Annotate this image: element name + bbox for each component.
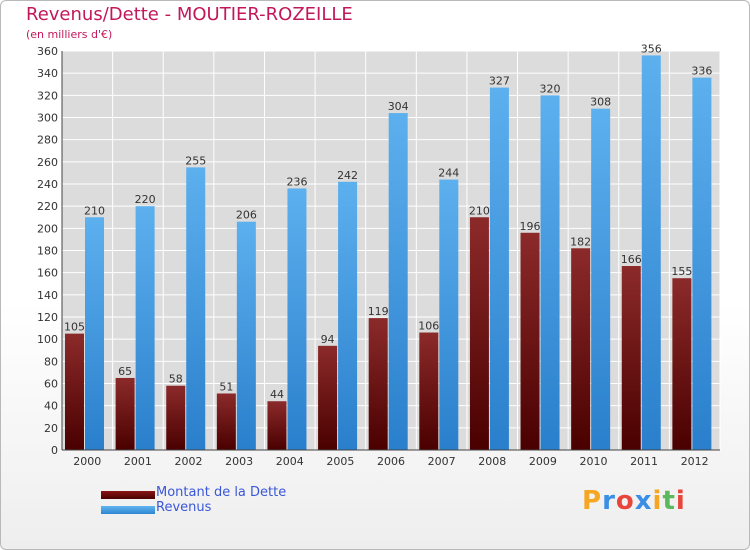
data-label-dette: 155 bbox=[671, 265, 692, 278]
chart-title: Revenus/Dette - MOUTIER-ROZEILLE bbox=[26, 4, 353, 25]
bar-dette bbox=[672, 278, 692, 450]
bar-dette bbox=[469, 217, 489, 450]
data-label-dette: 51 bbox=[219, 380, 233, 393]
data-label-dette: 182 bbox=[570, 235, 591, 248]
data-label-dette: 65 bbox=[118, 365, 132, 378]
y-tick-label: 220 bbox=[37, 200, 58, 213]
bar-dette bbox=[216, 393, 236, 450]
data-label-dette: 58 bbox=[169, 373, 183, 386]
y-tick-label: 180 bbox=[37, 245, 58, 258]
x-tick-label: 2009 bbox=[529, 455, 557, 468]
bar-dette bbox=[520, 232, 540, 450]
legend-swatch-dette bbox=[101, 491, 155, 499]
data-label-revenus: 255 bbox=[185, 154, 206, 167]
bar-dette bbox=[419, 332, 439, 450]
data-label-dette: 210 bbox=[469, 204, 490, 217]
logo-letter: i bbox=[652, 486, 663, 516]
data-label-revenus: 327 bbox=[489, 75, 510, 88]
bar-revenus bbox=[540, 95, 560, 450]
data-label-revenus: 304 bbox=[388, 100, 409, 113]
bar-revenus bbox=[287, 188, 307, 450]
y-tick-label: 360 bbox=[37, 45, 58, 58]
data-label-revenus: 242 bbox=[337, 169, 358, 182]
logo-letter: o bbox=[615, 486, 635, 516]
x-tick-label: 2002 bbox=[175, 455, 203, 468]
y-tick-label: 60 bbox=[44, 378, 58, 391]
data-label-dette: 106 bbox=[418, 320, 439, 333]
chart-subtitle: (en milliers d'€) bbox=[26, 28, 113, 41]
y-tick-label: 40 bbox=[44, 400, 58, 413]
legend-label-dette: Montant de la Dette bbox=[156, 485, 287, 500]
data-label-revenus: 206 bbox=[236, 209, 257, 222]
data-label-dette: 44 bbox=[270, 388, 284, 401]
bar-revenus bbox=[338, 181, 358, 451]
data-label-dette: 196 bbox=[520, 220, 541, 233]
y-tick-label: 280 bbox=[37, 134, 58, 147]
bar-dette bbox=[368, 318, 388, 450]
data-label-revenus: 210 bbox=[84, 204, 105, 217]
logo-letter: t bbox=[662, 486, 676, 516]
bar-revenus bbox=[135, 206, 155, 450]
bar-dette bbox=[621, 266, 641, 450]
y-tick-label: 140 bbox=[37, 289, 58, 302]
y-tick-label: 200 bbox=[37, 222, 58, 235]
x-tick-label: 2004 bbox=[276, 455, 304, 468]
x-tick-label: 2003 bbox=[225, 455, 253, 468]
y-tick-label: 20 bbox=[44, 422, 58, 435]
bar-revenus bbox=[388, 113, 408, 451]
data-label-revenus: 244 bbox=[438, 167, 459, 180]
x-tick-label: 2008 bbox=[478, 455, 506, 468]
x-tick-label: 2005 bbox=[326, 455, 354, 468]
logo-letter: P bbox=[582, 486, 603, 516]
data-label-dette: 105 bbox=[64, 321, 85, 334]
y-tick-label: 340 bbox=[37, 67, 58, 80]
legend-swatch-revenus bbox=[101, 506, 155, 514]
logo-letter: x bbox=[634, 486, 653, 516]
x-tick-label: 2012 bbox=[681, 455, 709, 468]
data-label-revenus: 236 bbox=[286, 175, 307, 188]
bar-dette bbox=[571, 248, 591, 450]
y-tick-label: 320 bbox=[37, 89, 58, 102]
data-label-dette: 94 bbox=[321, 333, 335, 346]
data-label-revenus: 220 bbox=[135, 193, 156, 206]
x-tick-label: 2010 bbox=[579, 455, 607, 468]
logo-letter: i bbox=[675, 486, 686, 516]
data-label-revenus: 336 bbox=[691, 65, 712, 78]
bar-revenus bbox=[236, 221, 256, 450]
legend-label-revenus: Revenus bbox=[156, 500, 212, 515]
data-label-revenus: 356 bbox=[641, 42, 662, 55]
bar-dette bbox=[115, 377, 135, 450]
logo-letter: r bbox=[602, 486, 616, 516]
proxiti-logo: Proxiti bbox=[582, 486, 686, 516]
x-tick-label: 2011 bbox=[630, 455, 658, 468]
x-tick-label: 2006 bbox=[377, 455, 405, 468]
x-tick-label: 2007 bbox=[428, 455, 456, 468]
bar-dette bbox=[267, 401, 287, 450]
bar-dette bbox=[65, 333, 84, 450]
bar-revenus bbox=[641, 55, 661, 450]
data-label-dette: 166 bbox=[621, 253, 642, 266]
bar-revenus bbox=[85, 217, 104, 450]
x-tick-label: 2001 bbox=[124, 455, 152, 468]
y-tick-label: 300 bbox=[37, 112, 58, 125]
bar-revenus bbox=[186, 167, 206, 450]
y-tick-label: 100 bbox=[37, 333, 58, 346]
data-label-revenus: 308 bbox=[590, 96, 611, 109]
bar-dette bbox=[318, 345, 338, 450]
x-tick-label: 2000 bbox=[73, 455, 101, 468]
data-label-dette: 119 bbox=[368, 305, 389, 318]
bar-revenus bbox=[489, 87, 509, 450]
y-tick-label: 260 bbox=[37, 156, 58, 169]
y-tick-label: 80 bbox=[44, 355, 58, 368]
bar-revenus bbox=[692, 77, 712, 450]
y-tick-label: 120 bbox=[37, 311, 58, 324]
bar-revenus bbox=[439, 179, 459, 451]
y-tick-label: 0 bbox=[51, 444, 58, 457]
y-tick-label: 240 bbox=[37, 178, 58, 191]
y-tick-label: 160 bbox=[37, 267, 58, 280]
bar-revenus bbox=[591, 108, 611, 450]
data-label-revenus: 320 bbox=[540, 82, 561, 95]
bar-dette bbox=[166, 385, 186, 450]
